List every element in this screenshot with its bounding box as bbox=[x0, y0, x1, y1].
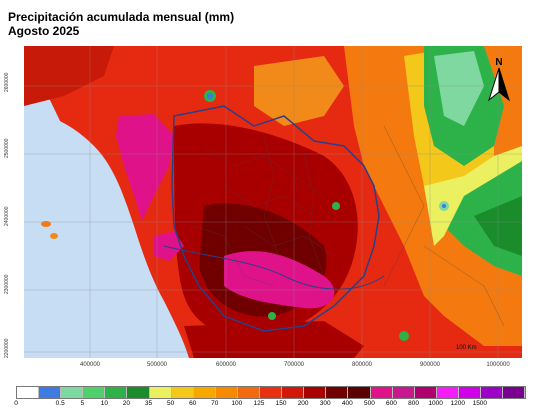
legend-swatch bbox=[304, 387, 327, 398]
legend-label: 125 bbox=[253, 400, 265, 407]
magenta-south bbox=[224, 251, 335, 309]
legend-swatch bbox=[39, 387, 62, 398]
legend-swatch bbox=[17, 387, 40, 398]
ocean bbox=[24, 108, 189, 358]
legend-swatch bbox=[414, 387, 437, 398]
legend-swatch bbox=[260, 387, 283, 398]
legend-swatch bbox=[61, 387, 84, 398]
legend-swatch bbox=[127, 387, 150, 398]
legend-label: 60 bbox=[189, 400, 197, 407]
legend-swatch bbox=[503, 387, 526, 398]
legend-swatch bbox=[326, 387, 349, 398]
legend-swatch bbox=[392, 387, 415, 398]
y-tick-label: 2600000 bbox=[4, 72, 10, 92]
legend-label: 150 bbox=[275, 400, 287, 407]
map-title: Precipitación acumulada mensual (mm) bbox=[8, 10, 235, 24]
y-tick-label: 2300000 bbox=[4, 274, 10, 294]
legend-swatch bbox=[149, 387, 172, 398]
legend-label: 200 bbox=[297, 400, 309, 407]
legend-label: 0 bbox=[14, 400, 18, 407]
precipitation-legend bbox=[16, 386, 526, 399]
legend-label: 800 bbox=[408, 400, 419, 407]
legend-swatch bbox=[237, 387, 261, 398]
y-tick-label: 2200000 bbox=[4, 338, 10, 358]
legend-label: 400 bbox=[341, 400, 353, 407]
river-line bbox=[163, 245, 385, 290]
legend-swatch bbox=[458, 387, 481, 398]
scale-label: 100 Km bbox=[456, 345, 477, 351]
x-tick-label: 900000 bbox=[419, 362, 441, 368]
legend-swatch bbox=[480, 387, 504, 398]
legend-label: 600 bbox=[386, 400, 397, 407]
state-boundary bbox=[171, 105, 380, 332]
legend-swatch bbox=[171, 387, 194, 398]
north-label: N bbox=[495, 57, 502, 68]
x-tick-label: 800000 bbox=[351, 362, 373, 368]
y-tick-label: 2400000 bbox=[4, 206, 10, 226]
x-tick-label: 1000000 bbox=[486, 362, 510, 368]
legend-label: 100 bbox=[231, 400, 243, 407]
x-tick-label: 400000 bbox=[79, 362, 101, 368]
legend-swatch bbox=[193, 387, 216, 398]
legend-swatch bbox=[105, 387, 128, 398]
precipitation-map bbox=[24, 46, 522, 358]
legend-swatch bbox=[282, 387, 305, 398]
legend-label: 0.5 bbox=[55, 400, 65, 407]
hotspot-southeast bbox=[399, 331, 409, 341]
coastal-zone bbox=[24, 46, 114, 106]
legend-label: 500 bbox=[363, 400, 375, 407]
magenta-south-small bbox=[154, 231, 184, 261]
legend-swatch bbox=[348, 387, 371, 398]
orange-patch bbox=[254, 56, 344, 126]
green-northeast-light bbox=[434, 51, 484, 126]
north-arrow-icon: N bbox=[486, 56, 512, 102]
legend-label: 1000 bbox=[428, 400, 443, 407]
legend-label: 20 bbox=[122, 400, 131, 407]
hotspot-center bbox=[332, 202, 340, 210]
legend-swatch bbox=[436, 387, 459, 398]
legend-label: 10 bbox=[100, 400, 108, 407]
legend-swatch bbox=[83, 387, 106, 398]
map-subtitle: Agosto 2025 bbox=[8, 24, 80, 38]
x-tick-label: 700000 bbox=[283, 362, 305, 368]
yellow-east bbox=[424, 146, 522, 246]
hotspot-south bbox=[268, 312, 276, 320]
y-tick-label: 2500000 bbox=[4, 138, 10, 158]
municipal-boundaries bbox=[193, 125, 505, 327]
island bbox=[41, 221, 51, 227]
legend-label: 300 bbox=[319, 400, 331, 407]
legend-label: 5 bbox=[80, 400, 85, 407]
coordinate-grid bbox=[24, 46, 522, 358]
legend-label: 70 bbox=[211, 400, 219, 407]
legend-swatch bbox=[215, 387, 238, 398]
legend-label: 1200 bbox=[450, 400, 465, 407]
legend-label: 1500 bbox=[472, 400, 488, 407]
magenta-west bbox=[116, 114, 174, 221]
scale-bar: 100 Km bbox=[456, 345, 477, 351]
legend-label: 50 bbox=[166, 400, 175, 407]
legend-swatch bbox=[370, 387, 393, 398]
legend-label: 35 bbox=[144, 400, 153, 407]
darkred-south bbox=[184, 321, 364, 358]
x-tick-label: 600000 bbox=[215, 362, 237, 368]
island bbox=[50, 233, 58, 239]
x-tick-label: 500000 bbox=[146, 362, 168, 368]
